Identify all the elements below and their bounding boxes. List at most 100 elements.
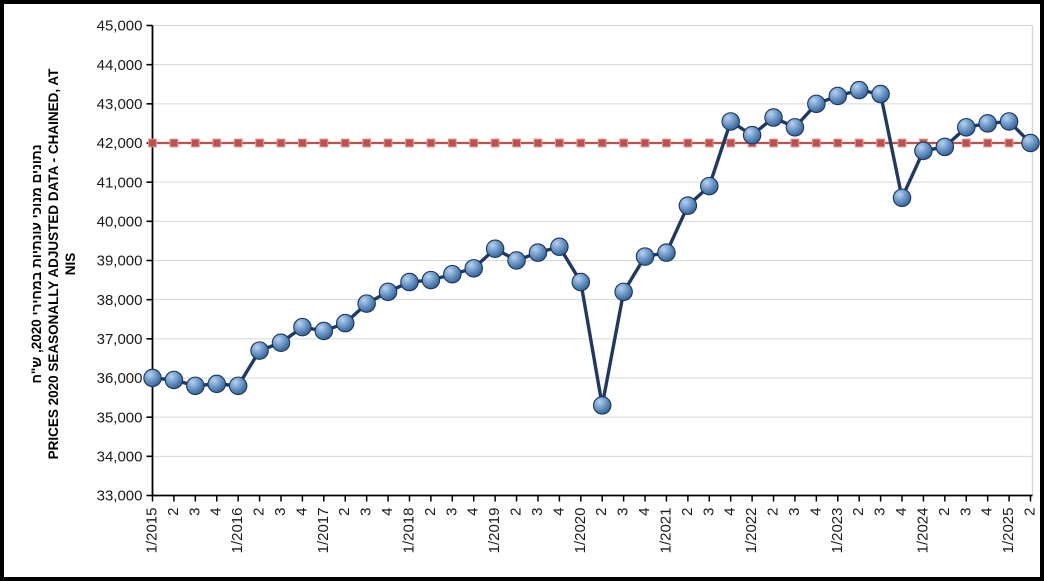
data-point-marker (186, 376, 205, 396)
x-tick-label: 1/2016 (229, 508, 246, 554)
data-point-marker (828, 86, 848, 106)
y-tick-label: 40,000 (97, 214, 143, 231)
x-tick-label: 3 (358, 508, 375, 516)
x-tick-label: 2 (508, 508, 525, 516)
line-chart-plot: 33,000 34,000 35,000 36,000 37,000 38,000 39,0… (97, 18, 1040, 554)
y-tick-label: 33,000 (97, 488, 143, 505)
x-tick-label: 4 (979, 508, 996, 516)
reference-marker (405, 138, 414, 148)
reference-marker (662, 138, 671, 148)
data-point-marker (957, 118, 976, 137)
data-point-marker (742, 125, 762, 145)
data-point-marker (871, 84, 890, 104)
reference-marker (576, 138, 586, 148)
data-point-marker (807, 94, 826, 114)
reference-marker (833, 138, 843, 148)
data-point-marker (164, 370, 184, 390)
reference-marker (340, 138, 350, 148)
y-tick-label: 45,000 (97, 18, 143, 35)
y-tick-label: 42,000 (97, 135, 143, 152)
data-point-marker (592, 396, 612, 415)
data-point-marker (678, 196, 698, 215)
reference-marker (490, 138, 500, 148)
data-point-marker (485, 239, 505, 259)
x-tick-label: 4 (293, 508, 310, 516)
reference-marker (362, 138, 372, 148)
x-tick-label: 1/2020 (572, 508, 589, 554)
y-tick-label: 39,000 (97, 253, 143, 270)
x-tick-label: 1/2021 (657, 508, 674, 554)
data-point-marker (378, 282, 398, 302)
reference-marker (897, 138, 907, 148)
x-tick-label: 4 (893, 508, 910, 516)
x-tick-label: 1/2018 (400, 508, 417, 554)
data-point-marker (999, 112, 1019, 131)
x-tick-label: 1/2019 (486, 508, 503, 554)
data-point-marker (421, 270, 441, 290)
x-tick-label: 3 (700, 508, 717, 516)
data-point-marker (550, 237, 569, 257)
x-tick-label: 3 (786, 508, 803, 516)
data-point-marker (635, 247, 655, 266)
reference-marker (704, 138, 714, 148)
data-point-marker (1021, 133, 1040, 153)
data-point-marker (657, 243, 676, 262)
reference-marker (597, 138, 607, 148)
reference-marker (190, 138, 200, 148)
x-tick-label: 3 (957, 508, 974, 516)
x-tick-label: 3 (615, 508, 632, 516)
data-point-marker (614, 282, 633, 302)
reference-marker (790, 138, 800, 148)
data-point-marker (293, 317, 312, 337)
x-tick-label: 2 (165, 508, 182, 516)
x-tick-label: 3 (529, 508, 546, 516)
y-tick-label: 41,000 (97, 174, 143, 191)
data-point-marker (892, 188, 912, 208)
y-tick-label: 43,000 (97, 96, 143, 113)
data-point-marker (400, 272, 419, 292)
data-point-marker (528, 243, 548, 262)
data-point-marker (721, 112, 740, 131)
data-point-marker (507, 251, 526, 270)
x-tick-label: 4 (807, 508, 824, 516)
reference-marker (319, 138, 329, 148)
data-point-marker (271, 333, 291, 352)
reference-marker (169, 138, 179, 148)
data-point-marker (571, 272, 591, 292)
data-point-marker (443, 264, 462, 284)
y-tick-label: 36,000 (97, 370, 143, 387)
data-point-marker (785, 118, 805, 137)
reference-marker (683, 138, 693, 148)
reference-marker (233, 138, 243, 148)
reference-marker (854, 138, 864, 148)
reference-marker (619, 138, 629, 148)
reference-marker (769, 138, 778, 148)
reference-marker (447, 138, 457, 148)
data-series-line (150, 88, 1033, 408)
x-tick-label: 4 (550, 508, 567, 516)
x-tick-label: 2 (422, 508, 439, 516)
data-point-marker (207, 374, 226, 394)
reference-marker (298, 138, 307, 148)
data-point-marker (228, 376, 248, 396)
data-point-marker (250, 341, 269, 360)
x-tick-label: 2 (936, 508, 953, 516)
reference-marker (983, 138, 993, 148)
x-tick-label: 4 (465, 508, 482, 516)
x-tick-label: 3 (443, 508, 460, 516)
y-tick-label: 35,000 (97, 409, 143, 426)
reference-marker (811, 138, 821, 148)
reference-marker (533, 138, 543, 148)
data-point-marker (464, 259, 483, 278)
reference-marker (961, 138, 971, 148)
x-tick-label: 2 (336, 508, 353, 516)
data-point-marker (357, 294, 376, 313)
reference-marker (876, 138, 885, 148)
reference-marker (276, 138, 286, 148)
x-tick-label: 4 (379, 508, 396, 516)
data-point-marker (914, 141, 933, 161)
reference-marker (469, 138, 479, 148)
x-tick-label: 4 (636, 508, 653, 516)
x-tick-label: 4 (208, 508, 225, 516)
x-tick-label: 1/2023 (829, 508, 846, 554)
